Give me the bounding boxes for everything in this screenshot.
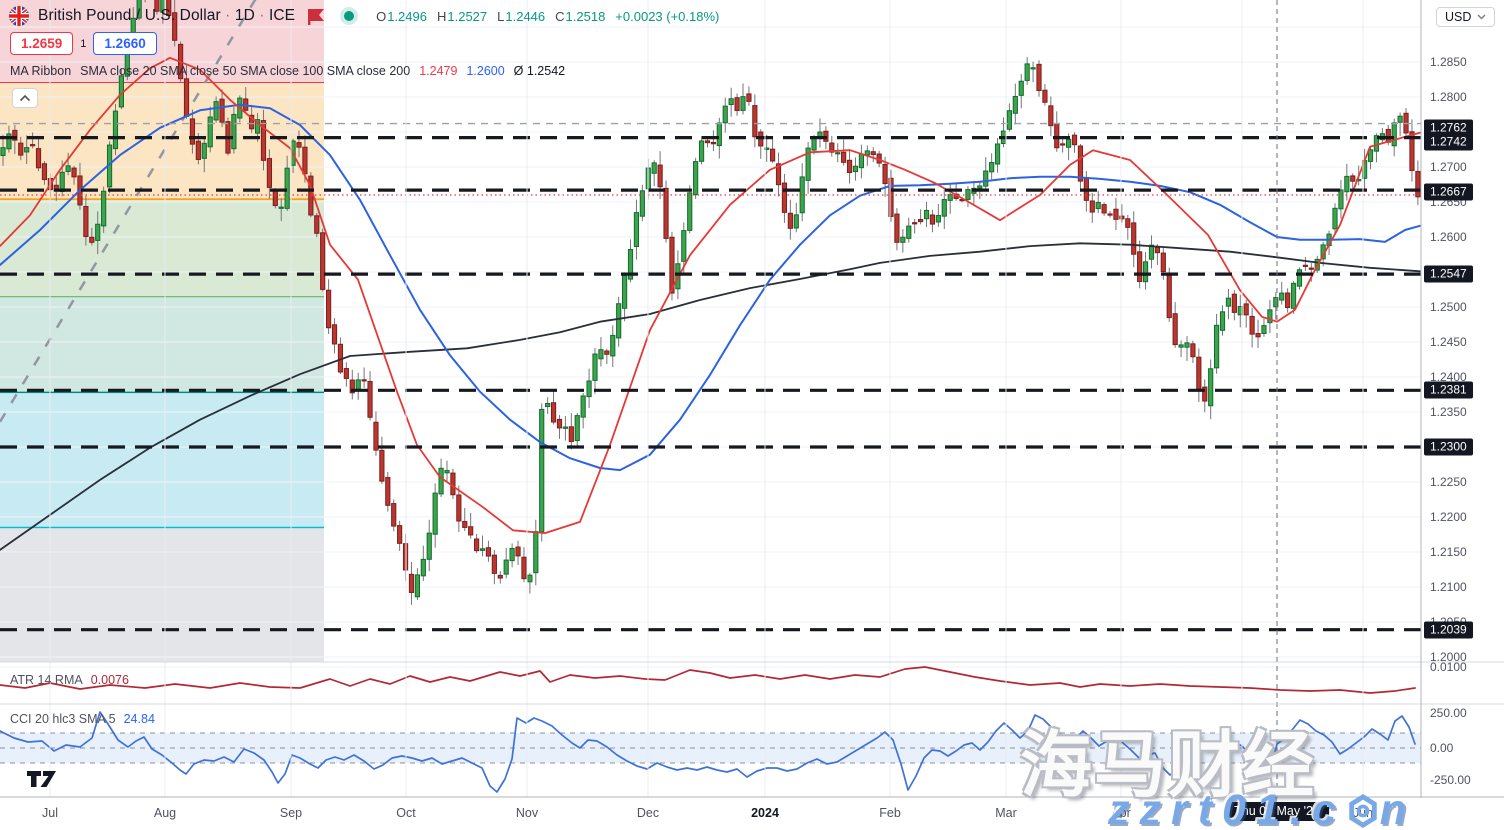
time-axis-label: Mar — [995, 806, 1017, 820]
atr-label: ATR 14 RMA — [10, 673, 83, 687]
ohlc-close: 1.2518 — [565, 8, 606, 24]
tradingview-logo-icon[interactable] — [26, 768, 62, 790]
price-axis-label: 1.2700 — [1430, 160, 1467, 174]
time-axis-label: 2024 — [751, 806, 779, 820]
crosshair-date-badge: Thu 09 May '24 — [1225, 802, 1329, 821]
time-axis-label: Jul — [42, 806, 58, 820]
chevron-up-icon — [19, 94, 31, 102]
price-axis[interactable]: USD 1.2850 1.2800 1.2700 1.2650 1.2600 1.2500… — [1422, 0, 1504, 830]
time-axis-label: Feb — [879, 806, 901, 820]
chevron-down-icon — [1477, 14, 1486, 20]
price-axis-label: 1.2200 — [1430, 510, 1467, 524]
flag-icon[interactable] — [307, 8, 326, 25]
time-axis[interactable]: Jul Aug Sep Oct Nov Dec 2024 Feb Mar Apr Jun Thu 09… — [0, 798, 1504, 830]
price-axis-label: 1.2600 — [1430, 230, 1467, 244]
price-axis-label: 250.00 — [1430, 706, 1467, 720]
ma50-value: 1.2600 — [466, 64, 505, 78]
price-axis-label: 1.2850 — [1430, 55, 1467, 69]
ohlc-high: 1.2527 — [447, 8, 488, 24]
price-axis-label: 0.00 — [1430, 741, 1454, 755]
symbol-header: British Pound / U.S. Dollar · 1D · ICE O… — [8, 5, 719, 27]
price-axis-label: -250.00 — [1430, 773, 1471, 787]
ohlc-low: 1.2446 — [505, 8, 546, 24]
price-level-badge: 1.2742 — [1424, 133, 1473, 151]
price-axis-label: 0.0100 — [1430, 660, 1467, 674]
ma20-value: 1.2479 — [419, 64, 458, 78]
ohlc-readout: O1.2496 H1.2527 L1.2446 C1.2518 +0.0023 … — [376, 8, 720, 24]
currency-toggle-button[interactable]: USD — [1436, 7, 1496, 27]
atr-indicator-row[interactable]: ATR 14 RMA 0.0076 — [10, 673, 129, 687]
time-axis-label: Oct — [396, 806, 416, 820]
ma-ribbon-label: MA Ribbon — [10, 64, 72, 78]
time-axis-label: Dec — [636, 806, 660, 820]
watermark-text-site: zzrt01.c n — [1108, 786, 1417, 830]
spread-value: 1 — [80, 37, 87, 50]
ma-ribbon-row[interactable]: MA Ribbon SMA close 20 SMA close 50 SMA … — [10, 64, 565, 78]
cci-label: CCI 20 hlc3 SMA 5 — [10, 712, 116, 726]
price-axis-label: 1.2800 — [1430, 90, 1467, 104]
time-axis-label: Apr — [1111, 806, 1131, 820]
time-axis-label: Sep — [279, 806, 303, 820]
price-axis-label: 1.2350 — [1430, 405, 1467, 419]
symbol-title[interactable]: British Pound / U.S. Dollar · 1D · ICE — [38, 7, 296, 24]
ma-ribbon-params: SMA close 20 SMA close 50 SMA close 100 … — [80, 64, 411, 78]
price-axis-label: 1.2150 — [1430, 545, 1467, 559]
time-axis-label: Nov — [515, 806, 539, 820]
price-axis-label: 1.2500 — [1430, 300, 1467, 314]
price-level-badge: 1.2039 — [1424, 621, 1473, 639]
price-level-badge: 1.2667 — [1424, 183, 1473, 201]
price-level-badge: 1.2300 — [1424, 438, 1473, 456]
bid-button[interactable]: 1.2659 — [10, 32, 74, 55]
watermark-gear-icon — [1349, 793, 1377, 828]
gbp-flag-icon — [9, 6, 29, 26]
quote-row: 1.2659 1 1.2660 — [10, 32, 157, 55]
exchange-label: ICE — [268, 7, 296, 24]
ma-average-value: Ø 1.2542 — [513, 64, 566, 78]
price-axis-label: 1.2000 — [1430, 650, 1467, 664]
price-axis-label: 1.2250 — [1430, 475, 1467, 489]
cci-indicator-row[interactable]: CCI 20 hlc3 SMA 5 24.84 — [10, 712, 155, 726]
interval-label: 1D — [234, 7, 255, 24]
currency-label: USD — [1445, 10, 1472, 24]
atr-value: 0.0076 — [90, 673, 129, 687]
collapse-panel-button[interactable] — [12, 88, 38, 108]
price-level-badge: 1.2762 — [1424, 119, 1473, 137]
price-axis-label: 1.2100 — [1430, 580, 1467, 594]
cci-value: 24.84 — [123, 712, 155, 726]
ohlc-change: +0.0023 (+0.18%) — [615, 8, 720, 24]
watermark-text-cn: 海马财经 — [1020, 726, 1317, 806]
time-axis-label: Aug — [153, 806, 177, 820]
price-level-badge: 1.2547 — [1424, 265, 1473, 283]
ask-button[interactable]: 1.2660 — [93, 32, 157, 55]
ohlc-open: 1.2496 — [387, 8, 427, 24]
market-status-icon[interactable] — [344, 11, 355, 21]
price-level-badge: 1.2381 — [1424, 381, 1473, 399]
price-axis-label: 1.2450 — [1430, 335, 1467, 349]
price-axis-label: 1.2400 — [1430, 370, 1467, 384]
